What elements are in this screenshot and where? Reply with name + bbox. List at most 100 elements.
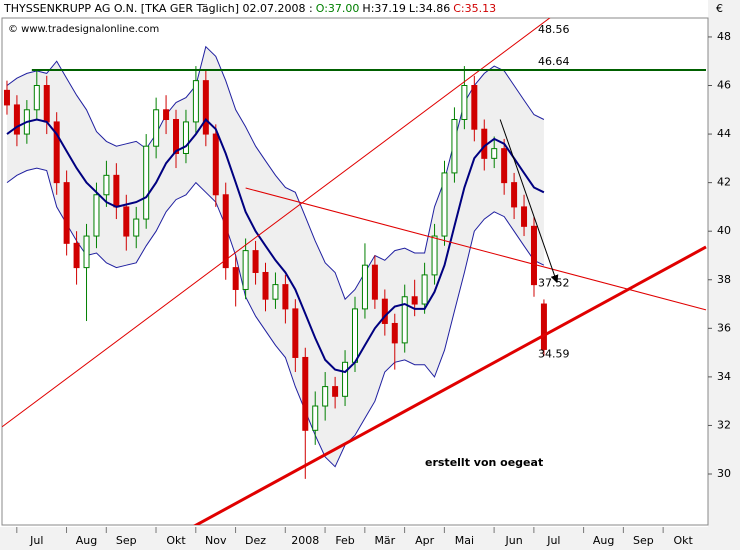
- y-tick-label: 48: [717, 30, 731, 43]
- level-label: 48.56: [538, 23, 570, 36]
- candle-body: [73, 242, 80, 269]
- candle-body: [222, 194, 229, 269]
- x-tick-label: Okt: [673, 534, 693, 547]
- candle-body: [421, 274, 428, 305]
- candle-body: [361, 264, 368, 310]
- header-low: L:34.86: [409, 2, 450, 15]
- x-tick-label: Sep: [633, 534, 654, 547]
- candle-body: [411, 296, 418, 305]
- x-axis-area: [0, 527, 740, 550]
- header-title: THYSSENKRUPP AG O.N. [TKA GER Täglich] 0…: [3, 2, 313, 15]
- candle-body: [501, 148, 508, 184]
- trend-line: [2, 18, 551, 428]
- candle-body: [13, 104, 20, 135]
- candle-body: [153, 109, 160, 147]
- x-tick-label: Jun: [505, 534, 523, 547]
- header-close: C:35.13: [453, 2, 496, 15]
- trend-line: [245, 187, 707, 311]
- x-tick-label: Jul: [546, 534, 560, 547]
- candle-body: [173, 118, 180, 154]
- y-tick-label: 32: [717, 418, 731, 431]
- candle-body: [113, 174, 120, 208]
- candle-body: [292, 308, 299, 358]
- candle-body: [381, 298, 388, 324]
- candle-body: [511, 182, 518, 208]
- header-open: O:37.00: [316, 2, 360, 15]
- candle-body: [530, 225, 537, 286]
- x-tick-label: Apr: [415, 534, 435, 547]
- candle-body: [332, 386, 339, 397]
- candle-body: [312, 405, 319, 431]
- y-tick-label: 34: [717, 370, 731, 383]
- candle-body: [143, 145, 150, 220]
- candle-body: [242, 250, 249, 290]
- level-label: 37.52: [538, 276, 570, 289]
- y-axis-area: [708, 0, 740, 550]
- candle-body: [53, 121, 60, 184]
- header-high: H:37.19: [362, 2, 405, 15]
- candle-body: [43, 85, 50, 123]
- candle-body: [163, 109, 170, 120]
- x-tick-label: Aug: [593, 534, 614, 547]
- x-tick-label: Okt: [166, 534, 186, 547]
- candle-body: [322, 386, 329, 407]
- x-tick-label: Sep: [116, 534, 137, 547]
- source: © www.tradesignalonline.com: [8, 24, 159, 35]
- header: THYSSENKRUPP AG O.N. [TKA GER Täglich] 0…: [3, 2, 496, 15]
- candle-body: [33, 85, 40, 111]
- candle-body: [103, 174, 110, 196]
- candle-body: [371, 264, 378, 300]
- candle-body: [401, 296, 408, 344]
- candle-body: [302, 356, 309, 431]
- moving-average: [6, 117, 545, 374]
- candle-body: [212, 133, 219, 196]
- candle-body: [471, 85, 478, 130]
- candle-body: [272, 284, 279, 300]
- level-label: 34.59: [538, 348, 570, 361]
- x-tick-label: Aug: [76, 534, 97, 547]
- x-tick-label: Mai: [455, 534, 474, 547]
- level-label: 46.64: [538, 55, 570, 68]
- y-tick-label: 38: [717, 273, 731, 286]
- candle-body: [262, 271, 269, 300]
- candle-body: [83, 235, 90, 269]
- y-tick-label: 44: [717, 127, 731, 140]
- y-tick-label: 46: [717, 79, 731, 92]
- candle-body: [352, 308, 358, 363]
- candle-body: [232, 267, 239, 290]
- x-tick-label: Nov: [205, 534, 227, 547]
- x-tick-label: Mär: [374, 534, 395, 547]
- y-tick-label: 40: [717, 224, 731, 237]
- trend-line: [193, 245, 707, 525]
- candle-body: [521, 206, 528, 227]
- band-lower: [6, 167, 545, 468]
- note: erstellt von oegeat: [425, 456, 543, 469]
- candle-body: [63, 182, 70, 244]
- candle-body: [342, 361, 349, 397]
- y-tick-label: 42: [717, 176, 731, 189]
- y-tick-label: 36: [717, 321, 731, 334]
- x-tick-label: Feb: [335, 534, 354, 547]
- candle-body: [133, 218, 140, 237]
- candle-body: [202, 80, 209, 135]
- candle-body: [282, 284, 289, 310]
- arrow: [499, 119, 559, 284]
- candle-body: [431, 235, 438, 276]
- candle-body: [441, 172, 448, 237]
- band-fill: [6, 46, 544, 467]
- candle-body: [391, 322, 398, 344]
- x-tick-label: Jul: [29, 534, 43, 547]
- candle-body: [182, 121, 189, 154]
- y-tick-label: 30: [717, 467, 731, 480]
- candle-body: [461, 85, 468, 120]
- plot: [2, 18, 707, 525]
- candle-body: [491, 148, 498, 159]
- candle-body: [192, 80, 199, 123]
- candle-body: [3, 89, 10, 106]
- candle-body: [123, 206, 130, 237]
- x-tick-label: 2008: [291, 534, 319, 547]
- x-tick-label: Dez: [245, 534, 266, 547]
- candle-body: [451, 118, 458, 174]
- currency: €: [716, 2, 723, 15]
